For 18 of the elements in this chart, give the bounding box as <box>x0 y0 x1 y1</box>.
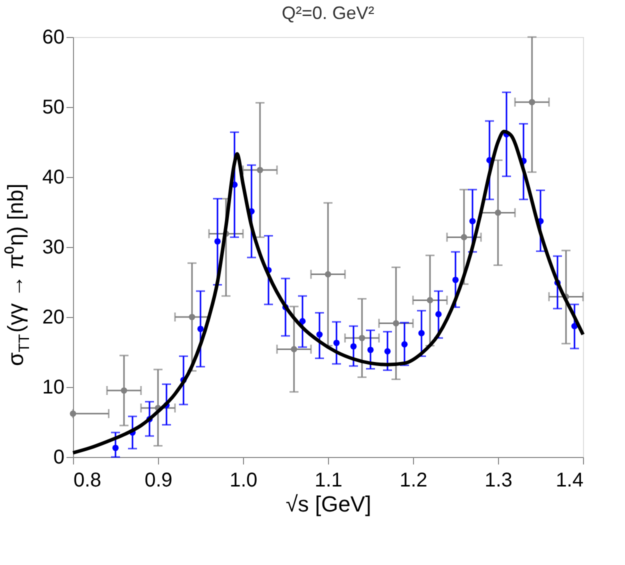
chart-title: Q²=0. GeV² <box>282 3 374 23</box>
y-tick-label: 30 <box>42 236 64 258</box>
y-axis-title: σTT(γγ → π⁰η) [nb] <box>3 183 33 366</box>
x-tick-label: 1.1 <box>314 470 342 492</box>
x-tick-label: 1.4 <box>556 470 584 492</box>
x-axis-title: √s [GeV] <box>286 492 372 516</box>
y-tick-label: 40 <box>42 166 64 188</box>
y-tick-label: 20 <box>42 306 64 328</box>
x-tick-label: 1.3 <box>484 470 512 492</box>
y-tick-label: 10 <box>42 376 64 398</box>
x-tick-label: 1.2 <box>400 470 428 492</box>
x-tick-label: 1.0 <box>230 470 258 492</box>
y-tick-label: 60 <box>42 26 64 48</box>
x-tick-label: 0.9 <box>144 470 172 492</box>
y-tick-label: 50 <box>42 96 64 118</box>
y-tick-label: 0 <box>53 446 64 468</box>
x-tick-label: 0.8 <box>74 470 102 492</box>
line-series <box>71 130 585 455</box>
